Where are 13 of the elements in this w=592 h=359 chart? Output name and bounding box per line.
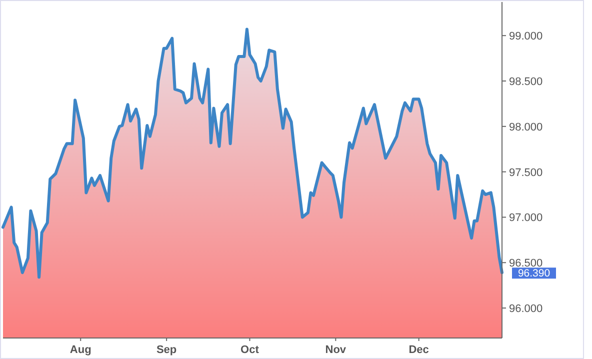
y-tick-label: 96.000 [509,303,543,316]
x-tick-label: Aug [70,344,92,356]
x-tick-label: Oct [240,344,260,356]
y-tick-label: 98.000 [509,121,543,134]
x-tick-label: Nov [325,344,347,356]
y-tick-label: 98.500 [509,76,543,88]
y-tick-label: 99.000 [509,30,543,43]
y-tick-label: 96.500 [509,258,543,270]
x-tick-label: Dec [408,344,429,356]
y-tick-label: 97.500 [509,166,543,179]
y-tick-label: 97.000 [509,212,543,224]
x-tick-label: Sep [156,344,177,356]
annotation: 96.390 [518,268,550,280]
